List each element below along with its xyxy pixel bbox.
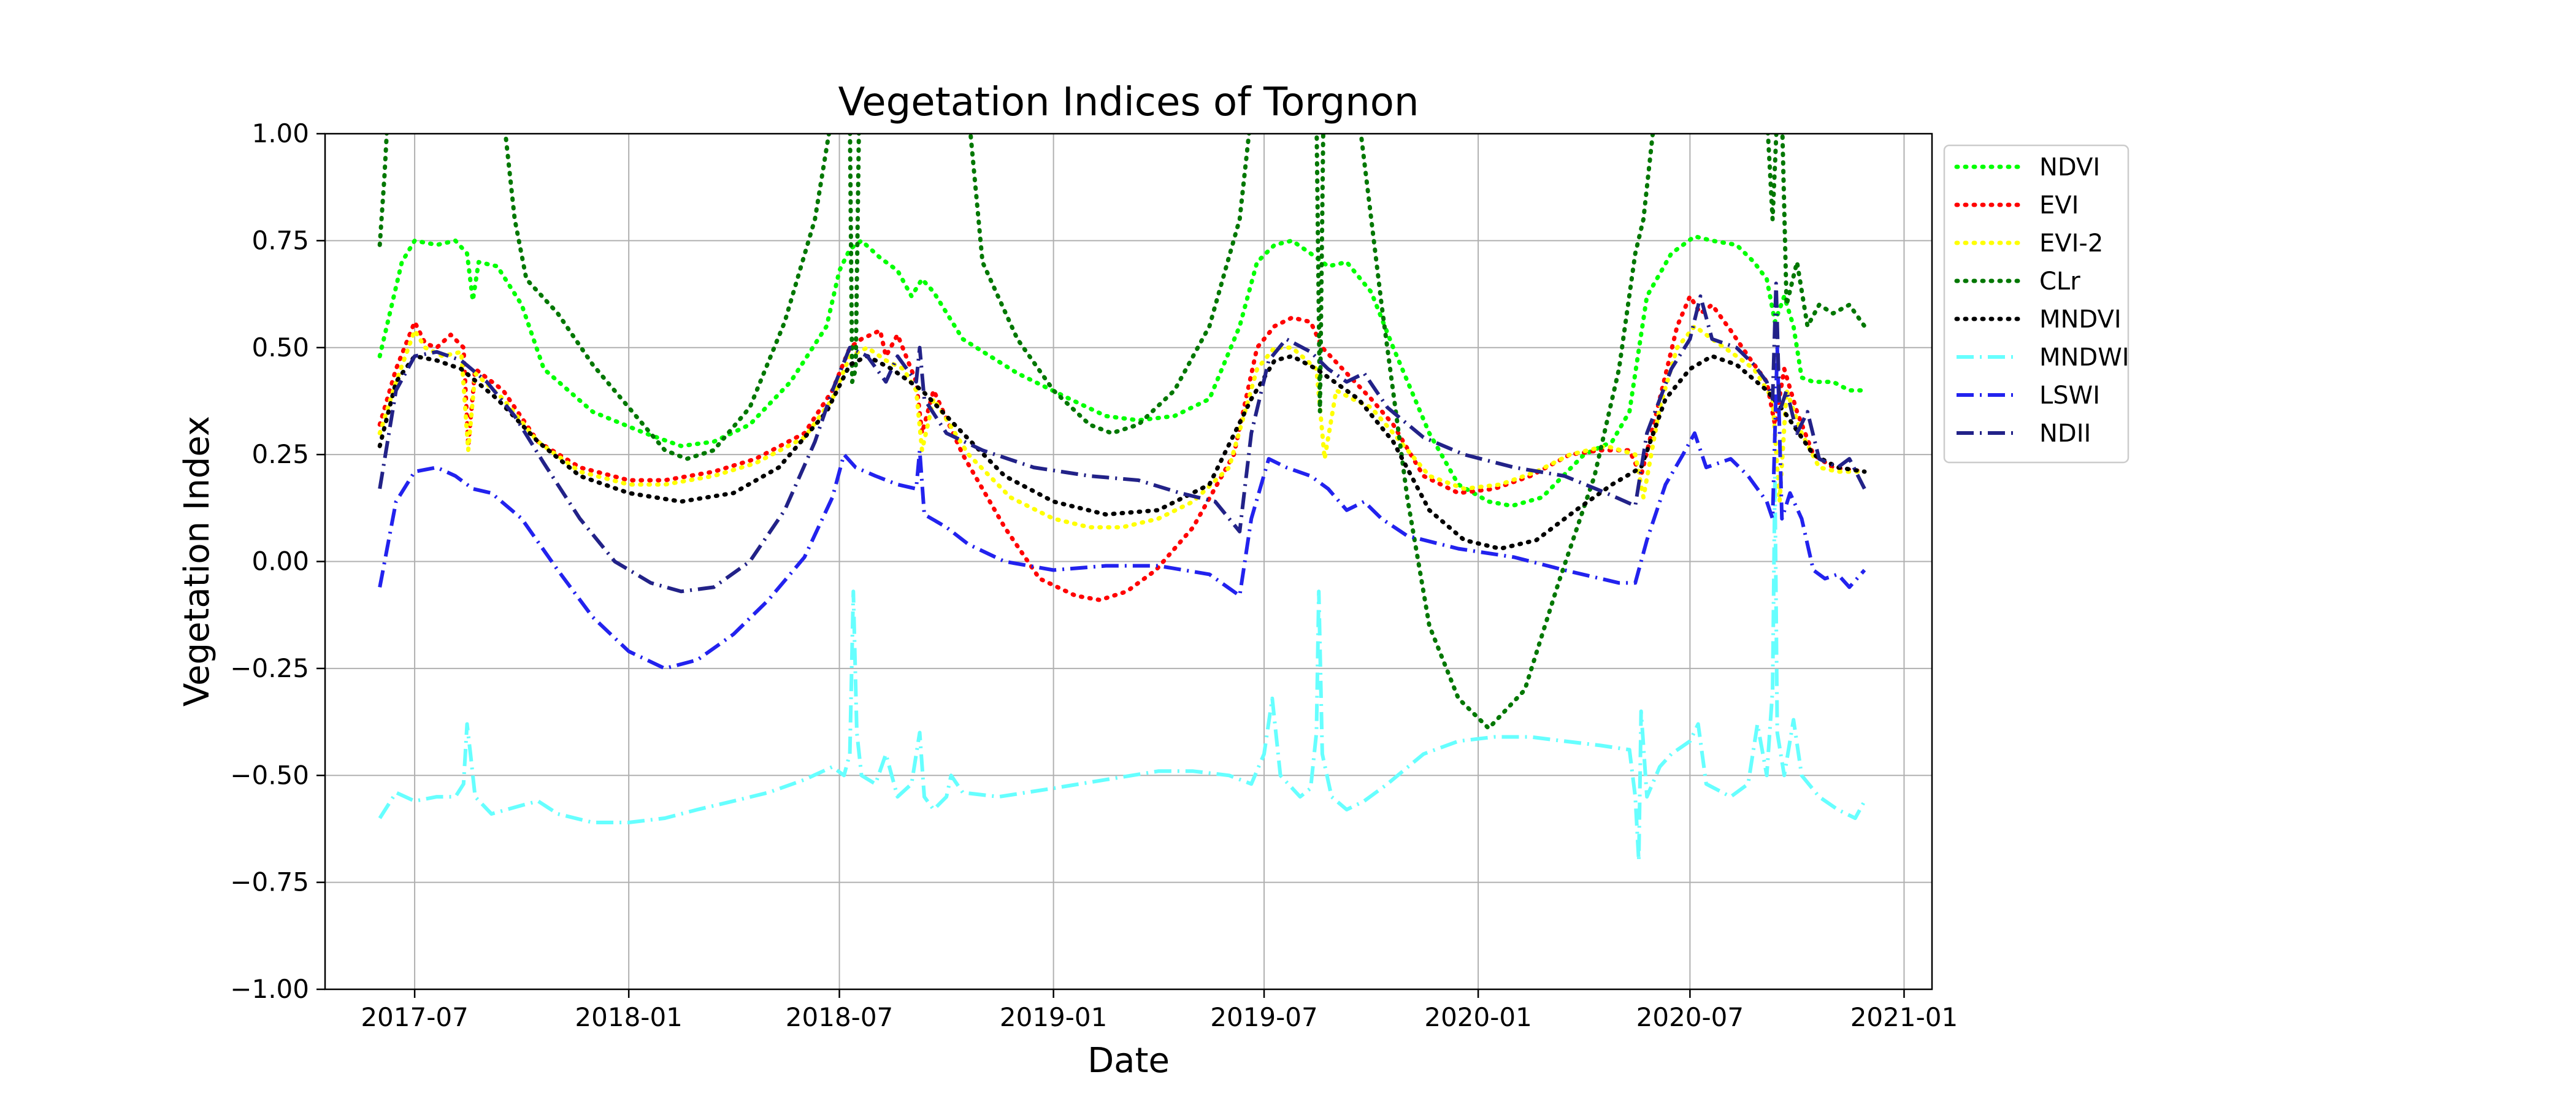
legend-label-mndvi: MNDVI [2039, 305, 2122, 334]
x-axis-ticks: 2017-07 2018-01 2018-07 2019-01 2019-07 2020-… [361, 989, 1958, 1032]
y-axis-ticks: −1.00 −0.75 −0.50 −0.25 0.00 0.25 0.50 0.75 1.00 [230, 118, 325, 1004]
legend-label-lswi: LSWI [2039, 381, 2100, 410]
y-tick-label: −1.00 [230, 974, 309, 1004]
series-lines [377, 134, 1867, 863]
legend-label-ndvi: NDVI [2039, 153, 2100, 182]
x-axis-label: Date [1087, 1041, 1170, 1081]
y-tick-label: 0.25 [251, 439, 309, 469]
x-tick-label: 2019-07 [1210, 1002, 1318, 1032]
x-tick-label: 2019-01 [1000, 1002, 1108, 1032]
x-tick-label: 2021-01 [1850, 1002, 1958, 1032]
x-tick-label: 2018-07 [786, 1002, 894, 1032]
y-tick-label: 0.00 [251, 546, 309, 577]
series-line-mndwi [378, 474, 1866, 863]
y-tick-label: −0.50 [230, 760, 309, 790]
y-tick-label: −0.75 [230, 867, 309, 897]
x-tick-label: 2018-01 [575, 1002, 683, 1032]
y-tick-label: 0.75 [251, 225, 309, 255]
legend-frame [1943, 144, 2129, 464]
y-tick-label: 0.50 [251, 332, 309, 362]
x-tick-label: 2020-07 [1636, 1002, 1744, 1032]
x-tick-label: 2020-01 [1424, 1002, 1532, 1032]
series-line-ndii [378, 282, 1866, 594]
legend-label-evi: EVI [2039, 191, 2079, 220]
legend: NDVI EVI EVI-2 CLr MNDVI MNDWI LSWI NDII [1943, 144, 2129, 464]
legend-label-evi-2: EVI-2 [2039, 229, 2103, 258]
legend-label-mndwi: MNDWI [2039, 343, 2129, 372]
series-line-lswi [378, 345, 1866, 670]
y-tick-label: 1.00 [251, 118, 309, 148]
legend-label-ndii: NDII [2039, 420, 2091, 448]
series-line-clr [377, 134, 1867, 730]
series-line-mndvi [377, 354, 1867, 551]
y-tick-label: −0.25 [230, 653, 309, 683]
series-line-evi [377, 294, 1867, 602]
x-tick-label: 2017-07 [361, 1002, 469, 1032]
chart-title: Vegetation Indices of Torgnon [838, 80, 1419, 125]
y-axis-label: Vegetation Index [177, 416, 217, 707]
legend-label-clr: CLr [2039, 267, 2080, 296]
